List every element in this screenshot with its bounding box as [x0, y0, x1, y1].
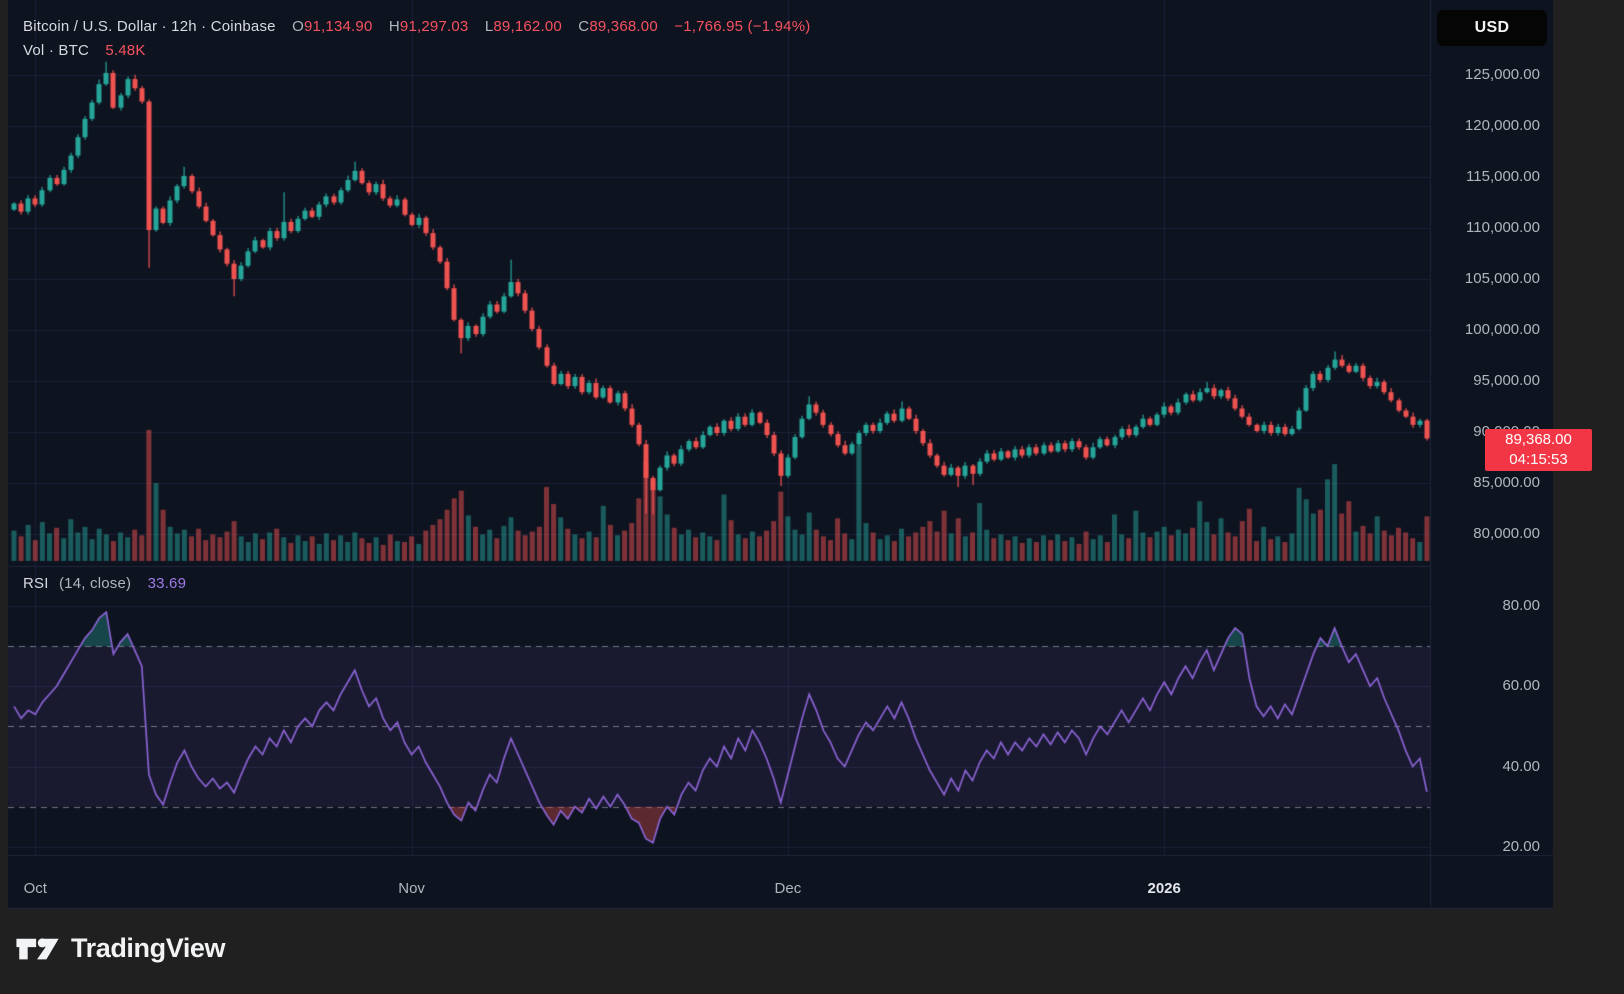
price-tick-label: 105,000.00: [1464, 270, 1540, 287]
tradingview-logo-icon: [16, 937, 59, 959]
rsi-label: RSI: [23, 575, 49, 592]
rsi-tick-label: 20.00: [1502, 837, 1540, 855]
ohlc-close-value: 89,368.00: [589, 18, 658, 35]
tradingview-logo-wordmark: TradingView: [71, 933, 226, 963]
time-tick-label: 2026: [1147, 880, 1181, 897]
last-price-badge[interactable]: 89,368.00 04:15:53: [1485, 429, 1592, 471]
rsi-tick-label: 60.00: [1502, 677, 1540, 695]
change-value: −1,766.95 (−1.94%): [674, 18, 811, 35]
volume-label: Vol · BTC: [23, 42, 89, 59]
currency-toggle-button[interactable]: USD: [1437, 10, 1547, 46]
symbol-title: Bitcoin / U.S. Dollar · 12h · Coinbase: [23, 18, 276, 35]
price-tick-label: 80,000.00: [1473, 525, 1540, 542]
time-tick-label: Dec: [774, 880, 802, 897]
ohlc-close-label: C: [578, 18, 590, 35]
rsi-params: (14, close): [58, 575, 132, 592]
rsi-value: 33.69: [147, 575, 187, 592]
price-tick-label: 110,000.00: [1466, 219, 1540, 236]
symbol-header[interactable]: Bitcoin / U.S. Dollar · 12h · Coinbase O…: [23, 18, 810, 35]
rsi-tick-label: 80.00: [1502, 597, 1540, 614]
time-tick-label: Nov: [398, 880, 425, 897]
price-tick-label: 85,000.00: [1473, 474, 1540, 491]
price-tick-label: 120,000.00: [1464, 117, 1540, 134]
ohlc-low-label: L: [484, 18, 494, 35]
price-tick-label: 95,000.00: [1473, 372, 1540, 389]
volume-value: 5.48K: [105, 42, 146, 59]
last-price-value: 89,368.00: [1505, 431, 1572, 448]
rsi-tick-label: 40.00: [1502, 757, 1540, 775]
ohlc-open-label: O: [292, 18, 304, 35]
rsi-legend[interactable]: RSI (14, close) 33.69: [23, 575, 186, 592]
ohlc-low-value: 89,162.00: [493, 18, 562, 35]
time-tick-label: Oct: [23, 880, 47, 897]
price-tick-label: 100,000.00: [1464, 321, 1540, 338]
price-tick-label: 115,000.00: [1466, 168, 1540, 185]
price-tick-label: 125,000.00: [1464, 66, 1540, 83]
volume-legend[interactable]: Vol · BTC 5.48K: [23, 42, 146, 59]
ohlc-high-label: H: [388, 18, 400, 35]
ohlc-open-value: 91,134.90: [303, 18, 373, 35]
tradingview-logo[interactable]: TradingView: [16, 933, 226, 964]
bar-countdown: 04:15:53: [1509, 451, 1568, 468]
ohlc-high-value: 91,297.03: [399, 18, 469, 35]
